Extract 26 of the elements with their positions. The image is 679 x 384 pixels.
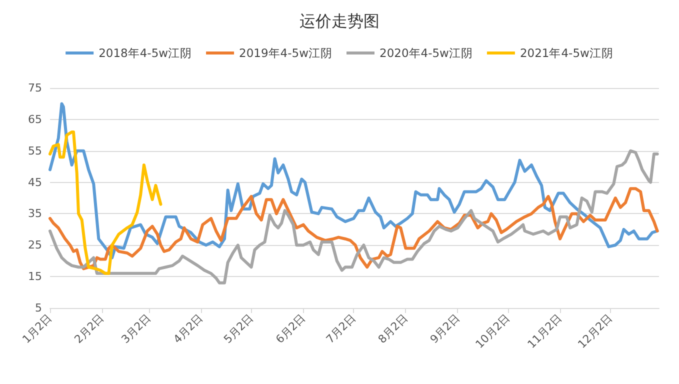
legend-label: 2019年4-5w江阴 [239, 46, 333, 60]
x-tick-label: 9月2日 [428, 311, 462, 346]
x-tick-label: 6月2日 [273, 311, 308, 346]
line-series [48, 187, 659, 270]
x-tick-label: 5月2日 [221, 311, 256, 346]
y-tick-label: 15 [28, 270, 42, 284]
x-tick-label: 11月2日 [525, 311, 565, 351]
line-series [48, 102, 659, 260]
legend-label: 2021年4-5w江阴 [520, 46, 614, 60]
chart-title: 运价走势图 [300, 12, 380, 30]
x-tick-label: 4月2日 [170, 311, 206, 346]
y-tick-label: 55 [28, 144, 42, 158]
x-tick-label: 12月2日 [575, 311, 615, 351]
y-tick-label: 45 [28, 176, 42, 189]
x-tick-label: 3月2日 [118, 311, 154, 346]
x-tick-label: 10月2日 [473, 311, 513, 351]
y-tick-label: 25 [28, 238, 42, 252]
line-series [48, 130, 162, 275]
y-tick-label: 65 [28, 112, 42, 126]
y-tick-label: 35 [28, 207, 42, 220]
x-tick-label: 7月2日 [324, 311, 358, 346]
x-tick-label: 8月2日 [376, 311, 410, 346]
y-tick-label: 75 [28, 82, 42, 94]
x-tick-label: 2月2日 [72, 311, 107, 346]
legend-label: 2020年4-5w江阴 [380, 46, 473, 60]
legend-label: 2018年4-5w江阴 [98, 46, 192, 60]
